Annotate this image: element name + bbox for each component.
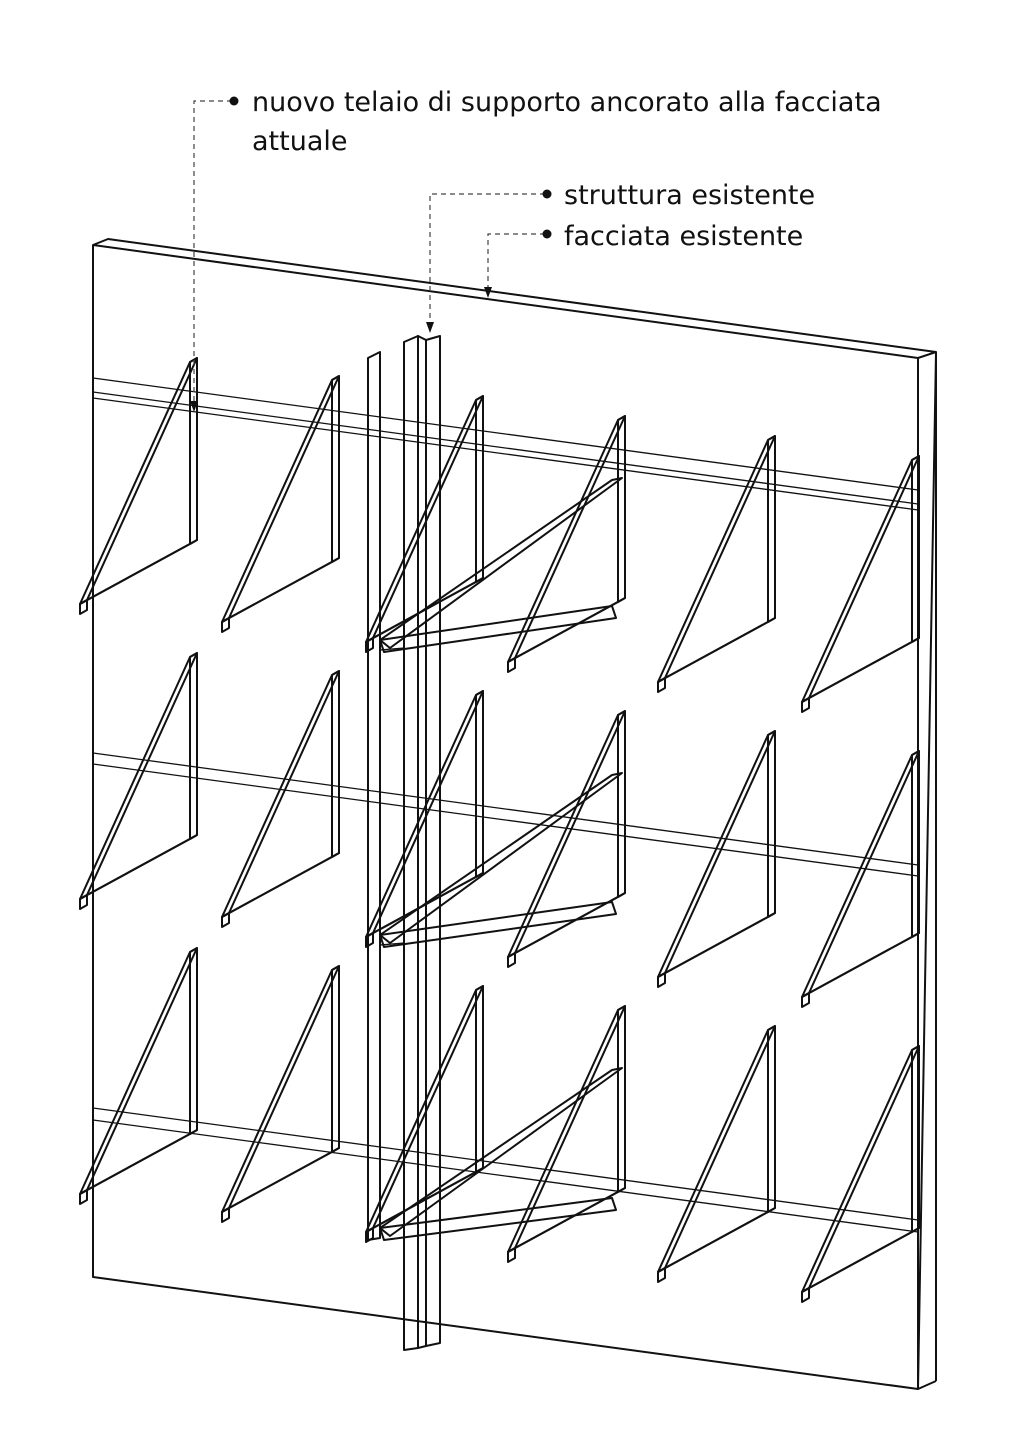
- label-new-frame-line1: nuovo telaio di supporto ancorato alla f…: [252, 87, 882, 118]
- label-existing-structure: struttura esistente: [564, 180, 816, 211]
- structure-bracing: [379, 477, 623, 1241]
- triangle-frame: [365, 985, 484, 1243]
- triangle-frame: [365, 690, 484, 948]
- existing-structure: [367, 335, 623, 1351]
- triangle-frame: [657, 730, 776, 988]
- triangle-frame: [801, 1045, 920, 1303]
- triangle-frame: [221, 375, 340, 633]
- triangle-frame: [507, 710, 626, 968]
- leader-existing-structure: [426, 189, 552, 333]
- triangle-frame: [507, 1005, 626, 1263]
- triangle-frame: [801, 750, 920, 1008]
- leader-lines: [190, 96, 552, 412]
- label-existing-facade: facciata esistente: [564, 221, 804, 252]
- triangle-frame: [657, 1025, 776, 1283]
- facade-floor-bands: [92, 377, 919, 1233]
- triangle-frame: [79, 652, 198, 910]
- triangle-frame: [221, 965, 340, 1223]
- triangle-frame: [221, 670, 340, 928]
- structure-column: [367, 335, 441, 1351]
- triangle-frame: [79, 947, 198, 1205]
- leader-existing-facade: [484, 229, 552, 298]
- triangle-frame: [79, 357, 198, 615]
- triangle-frame: [365, 395, 484, 653]
- label-new-frame-line2: attuale: [252, 126, 348, 157]
- triangle-frame: [657, 435, 776, 693]
- leader-new-frame: [190, 96, 239, 412]
- new-support-frame: [79, 357, 920, 1303]
- triangle-frame: [507, 415, 626, 673]
- triangle-frame: [801, 455, 920, 713]
- existing-facade-panel: [92, 238, 937, 1390]
